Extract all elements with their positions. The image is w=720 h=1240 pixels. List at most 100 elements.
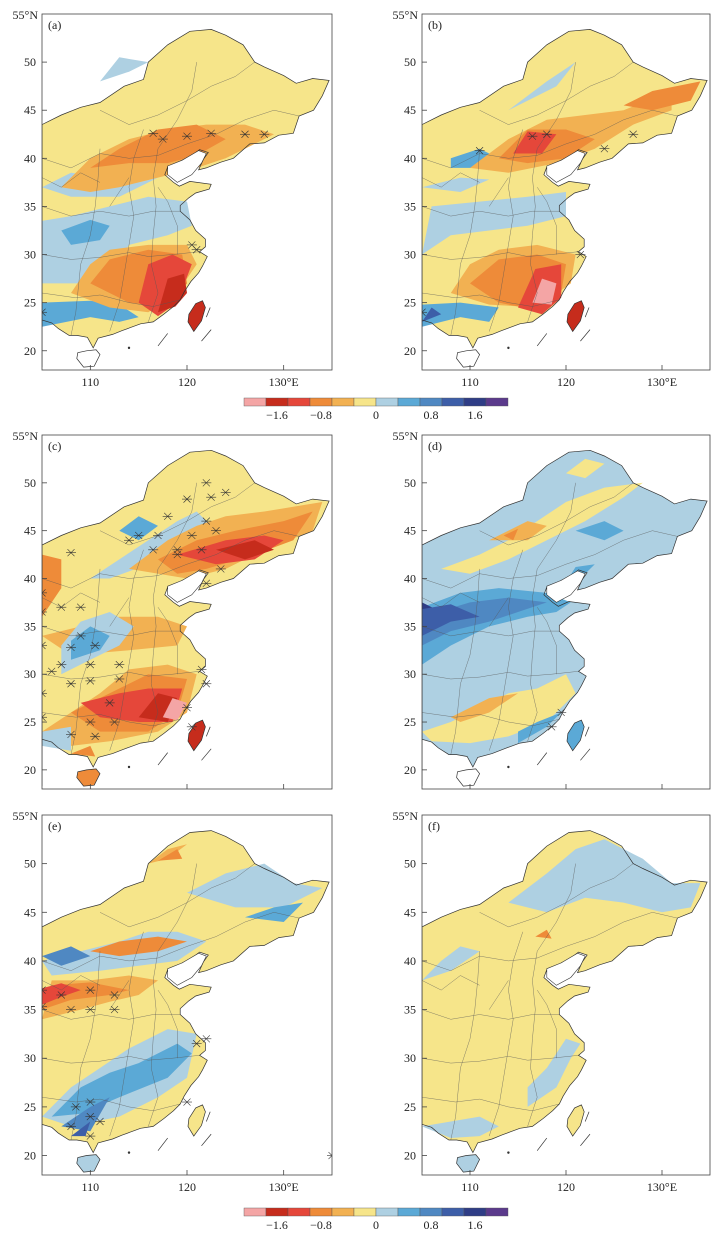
bohai-sea (167, 952, 207, 986)
significance-marker (46, 667, 57, 676)
province-boundary (70, 568, 101, 755)
significance-marker (95, 1117, 105, 1126)
significance-marker (182, 132, 192, 140)
contour-region (188, 300, 206, 332)
significance-marker (66, 680, 76, 688)
province-boundary (422, 109, 678, 169)
colorbar-tick-label: 0 (373, 408, 379, 422)
significance-marker (90, 732, 101, 741)
hainan-outline (76, 349, 101, 368)
significance-marker (546, 723, 557, 731)
lat-tick-label: 35 (24, 1003, 36, 1017)
province-boundary (422, 912, 678, 971)
colorbar-swatch (265, 1207, 289, 1217)
island-dot (127, 346, 131, 350)
contour-region (508, 62, 576, 111)
province-boundary (70, 148, 101, 336)
province-boundary (488, 129, 524, 332)
map-area-a (42, 29, 330, 368)
taiwan-outline (566, 719, 585, 752)
significance-marker (201, 1035, 212, 1043)
lat-tick-label: 40 (404, 954, 416, 968)
lat-tick-label: 40 (24, 954, 36, 968)
province-boundary (488, 597, 509, 627)
province-boundary (422, 1009, 560, 1020)
island-dash (206, 307, 211, 318)
taiwan-outline (187, 1104, 206, 1137)
lat-tick-label: 40 (404, 572, 416, 586)
colorbar-swatch (375, 397, 399, 407)
island-dash (206, 1111, 211, 1122)
lat-tick-label: 40 (24, 151, 36, 165)
colorbar-tick-label: 1.6 (468, 408, 483, 422)
lat-tick-label: 45 (24, 524, 36, 538)
map-e: 20 25 30 35 40 45 50 55°N 110 120 130°E (e) (13, 809, 333, 1194)
contour-region (187, 863, 323, 908)
significance-marker (162, 512, 173, 521)
contour-region (489, 521, 547, 541)
significance-marker (541, 130, 552, 138)
significance-marker (422, 308, 427, 316)
colorbar-swatch (485, 397, 509, 407)
country-outline (42, 29, 330, 368)
province-boundary (422, 712, 560, 727)
significance-marker (42, 986, 47, 994)
map-area-d (422, 449, 708, 787)
panel-label: (e) (48, 819, 61, 833)
province-boundary (479, 863, 634, 928)
contour-region (508, 839, 701, 913)
significance-marker (109, 1005, 120, 1014)
island-dash (584, 307, 590, 318)
significance-marker (206, 493, 217, 501)
lat-tick-label: 35 (404, 199, 416, 213)
contour-region (623, 81, 701, 111)
province-boundary (109, 177, 130, 207)
province-boundary (157, 187, 178, 255)
island-dash (157, 752, 168, 766)
contour-region (422, 1116, 499, 1138)
significance-marker (196, 665, 207, 674)
colorbar-swatch (309, 1207, 333, 1217)
significance-marker (182, 1098, 192, 1106)
island-dash (584, 1111, 590, 1122)
colorbar-top: −1.6 −0.8 0 0.8 1.6 (240, 395, 530, 425)
significance-marker (42, 689, 47, 698)
significance-marker (182, 703, 192, 712)
colorbar-swatch (243, 397, 267, 407)
lat-tick-label: 20 (24, 344, 36, 358)
bohai-sea (546, 952, 586, 986)
lat-tick-label: 35 (404, 1003, 416, 1017)
contour-region (422, 946, 480, 981)
lat-tick-label: 45 (404, 524, 416, 538)
map-area-e (42, 830, 332, 1173)
province-boundary (148, 863, 197, 1127)
province-boundary (99, 482, 255, 546)
country-outline (422, 449, 708, 787)
island-dash (580, 329, 591, 342)
significance-marker (42, 608, 47, 616)
taiwan-outline (566, 1104, 585, 1137)
contour-region (575, 521, 624, 541)
country-outline (42, 830, 330, 1173)
significance-marker (66, 548, 76, 557)
significance-marker (56, 603, 67, 611)
province-boundary (422, 172, 480, 188)
significance-marker (66, 1122, 76, 1131)
province-boundary (488, 980, 509, 1010)
significance-marker (85, 718, 96, 726)
province-boundary (148, 482, 197, 742)
taiwan-outline (566, 300, 585, 333)
contour-region (119, 516, 158, 541)
lat-tick-label: 45 (24, 905, 36, 919)
lat-tick-label: 45 (24, 103, 36, 117)
island-dash (157, 333, 168, 347)
lat-tick-label: 45 (404, 905, 416, 919)
significance-marker (201, 479, 212, 487)
significance-marker (56, 991, 67, 999)
map-panel-f: 20 25 30 35 40 45 50 55°N 110 120 130°E (f) (380, 805, 720, 1205)
panel-label: (c) (48, 439, 61, 453)
significance-marker (114, 660, 125, 669)
lat-tick-label: 30 (24, 667, 36, 681)
colorbar-swatch (309, 397, 333, 407)
island-dot (507, 346, 510, 350)
